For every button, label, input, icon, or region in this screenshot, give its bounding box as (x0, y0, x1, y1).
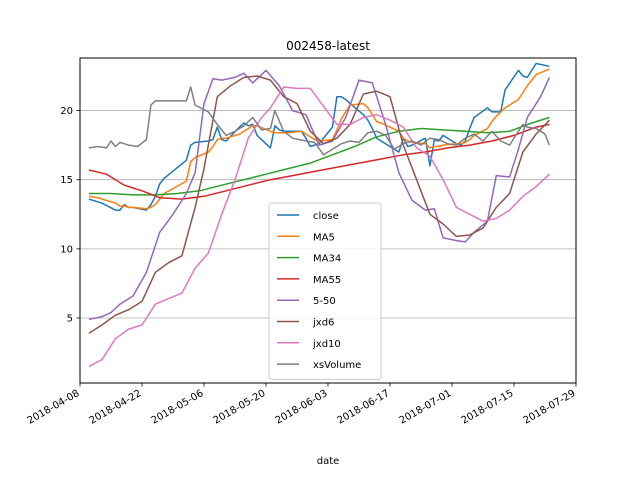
legend-label-MA34: MA34 (313, 254, 341, 265)
legend-label-MA55: MA55 (313, 275, 341, 286)
legend-label-jxd10: jxd10 (312, 339, 341, 350)
x-axis-label: date (317, 456, 340, 467)
legend-label-xsVolume: xsVolume (313, 360, 361, 371)
series-line-MA5 (88, 68, 550, 210)
legend-label-jxd6: jxd6 (312, 318, 334, 329)
chart-title: 002458-latest (286, 39, 370, 53)
legend-label-5-50: 5-50 (313, 296, 336, 307)
y-tick-label: 10 (60, 244, 73, 255)
series-line-MA55 (88, 123, 550, 200)
y-tick-label: 20 (60, 106, 73, 117)
series-line-5-50 (88, 69, 551, 321)
legend-box (268, 202, 382, 380)
series-lines (88, 62, 551, 368)
series-line-jxd10 (88, 86, 550, 368)
series-line-MA34 (88, 116, 550, 196)
legend-label-close: close (313, 211, 339, 222)
series-line-xsVolume (88, 86, 551, 156)
y-tick-label: 15 (60, 175, 73, 186)
legend-label-MA5: MA5 (313, 232, 335, 243)
y-tick-label: 5 (67, 314, 73, 325)
legend: close MA5 MA34 MA55 5-50 jxd6 jxd10 xsVolume (268, 202, 382, 380)
series-line-jxd6 (88, 75, 550, 334)
